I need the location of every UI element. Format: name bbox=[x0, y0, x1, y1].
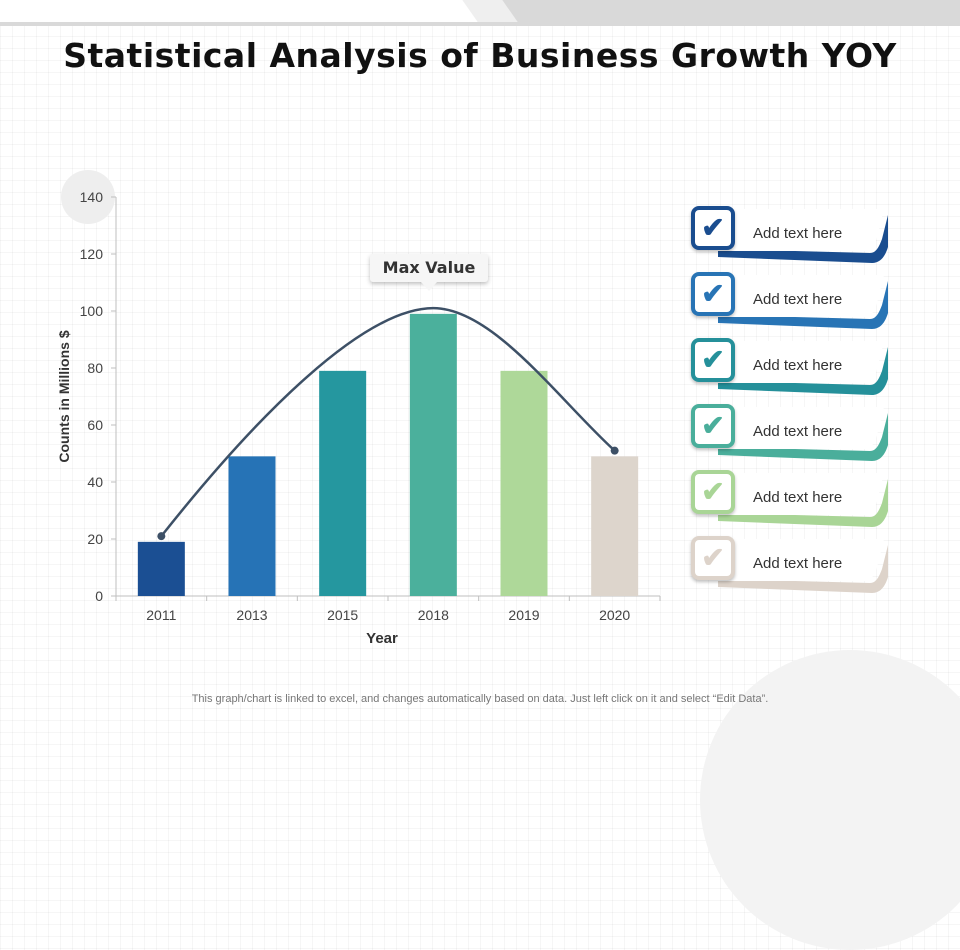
bar bbox=[591, 456, 639, 596]
y-tick-label: 120 bbox=[80, 246, 104, 262]
y-tick-label: 40 bbox=[87, 474, 103, 490]
checkmark-icon: ✔ bbox=[701, 410, 725, 441]
checkbox: ✔ bbox=[691, 404, 735, 448]
checklist-item: ✔ Add text here bbox=[688, 335, 908, 395]
x-tick-label: 2013 bbox=[236, 607, 267, 623]
y-axis-title: Counts in Millions $ bbox=[56, 330, 72, 462]
checkbox: ✔ bbox=[691, 206, 735, 250]
checkmark-icon: ✔ bbox=[701, 476, 725, 507]
checkbox: ✔ bbox=[691, 536, 735, 580]
y-tick-label: 20 bbox=[87, 531, 103, 547]
y-tick-label: 80 bbox=[87, 360, 103, 376]
checklist-ribbon bbox=[718, 539, 888, 593]
x-tick-label: 2015 bbox=[327, 607, 358, 623]
checklist-item-label: Add text here bbox=[753, 555, 843, 572]
ribbon-card bbox=[718, 407, 884, 449]
max-value-callout: Max Value bbox=[370, 254, 488, 291]
checklist-ribbon bbox=[718, 407, 888, 461]
ribbon-card bbox=[718, 473, 884, 515]
checklist-ribbon bbox=[718, 341, 888, 395]
bar bbox=[409, 313, 457, 596]
trend-curve bbox=[160, 306, 616, 537]
checklist-item: ✔ Add text here bbox=[688, 401, 908, 461]
bar bbox=[228, 456, 276, 596]
ribbon-card bbox=[718, 341, 884, 383]
trend-start-point bbox=[157, 532, 166, 541]
checklist-item-label: Add text here bbox=[753, 423, 843, 440]
checkbox: ✔ bbox=[691, 272, 735, 316]
checklist-item: ✔ Add text here bbox=[688, 269, 908, 329]
checklist-item-label: Add text here bbox=[753, 225, 843, 242]
checkmark-icon: ✔ bbox=[701, 278, 725, 309]
footer-note: This graph/chart is linked to excel, and… bbox=[191, 693, 769, 705]
checklist-item-label: Add text here bbox=[753, 489, 843, 506]
checkmark-icon: ✔ bbox=[701, 542, 725, 573]
x-tick-label: 2020 bbox=[599, 607, 630, 623]
bar-chart: 0 20 40 60 80 100 120 140 2011 2013 2015 2018 2019 20… bbox=[56, 189, 661, 647]
bar bbox=[319, 370, 367, 596]
y-tick-label: 0 bbox=[95, 588, 103, 604]
ribbon-card bbox=[718, 539, 884, 581]
max-value-callout-label: Max Value bbox=[382, 258, 476, 277]
ribbon-card bbox=[718, 209, 884, 251]
x-tick-label: 2011 bbox=[146, 607, 176, 623]
bar bbox=[137, 541, 185, 596]
y-tick-label: 60 bbox=[87, 417, 103, 433]
checkmark-icon: ✔ bbox=[701, 212, 725, 243]
checklist-item: ✔ Add text here bbox=[688, 533, 908, 593]
checklist-item: ✔ Add text here bbox=[688, 203, 908, 263]
checkbox: ✔ bbox=[691, 338, 735, 382]
x-axis-title: Year bbox=[366, 630, 398, 647]
x-tick-label: 2019 bbox=[508, 607, 539, 623]
x-tick-label: 2018 bbox=[418, 607, 449, 623]
checklist-ribbon bbox=[718, 275, 888, 329]
checklist-item-label: Add text here bbox=[753, 357, 843, 374]
callout-tail bbox=[421, 282, 437, 291]
checkmark-icon: ✔ bbox=[701, 344, 725, 375]
ribbon-card bbox=[718, 275, 884, 317]
checklist-ribbon bbox=[718, 473, 888, 527]
checklist-item: ✔ Add text here bbox=[688, 467, 908, 527]
y-tick-label: 140 bbox=[80, 189, 104, 205]
checklist-item-label: Add text here bbox=[753, 291, 843, 308]
top-decor-white-band bbox=[0, 0, 490, 22]
bar bbox=[500, 370, 548, 596]
axis-decor-circle bbox=[61, 170, 115, 224]
y-tick-label: 100 bbox=[80, 303, 104, 319]
trend-end-point bbox=[610, 446, 619, 455]
page-title: Statistical Analysis of Business Growth … bbox=[63, 36, 897, 75]
checklist-ribbon bbox=[718, 209, 888, 263]
checkbox: ✔ bbox=[691, 470, 735, 514]
